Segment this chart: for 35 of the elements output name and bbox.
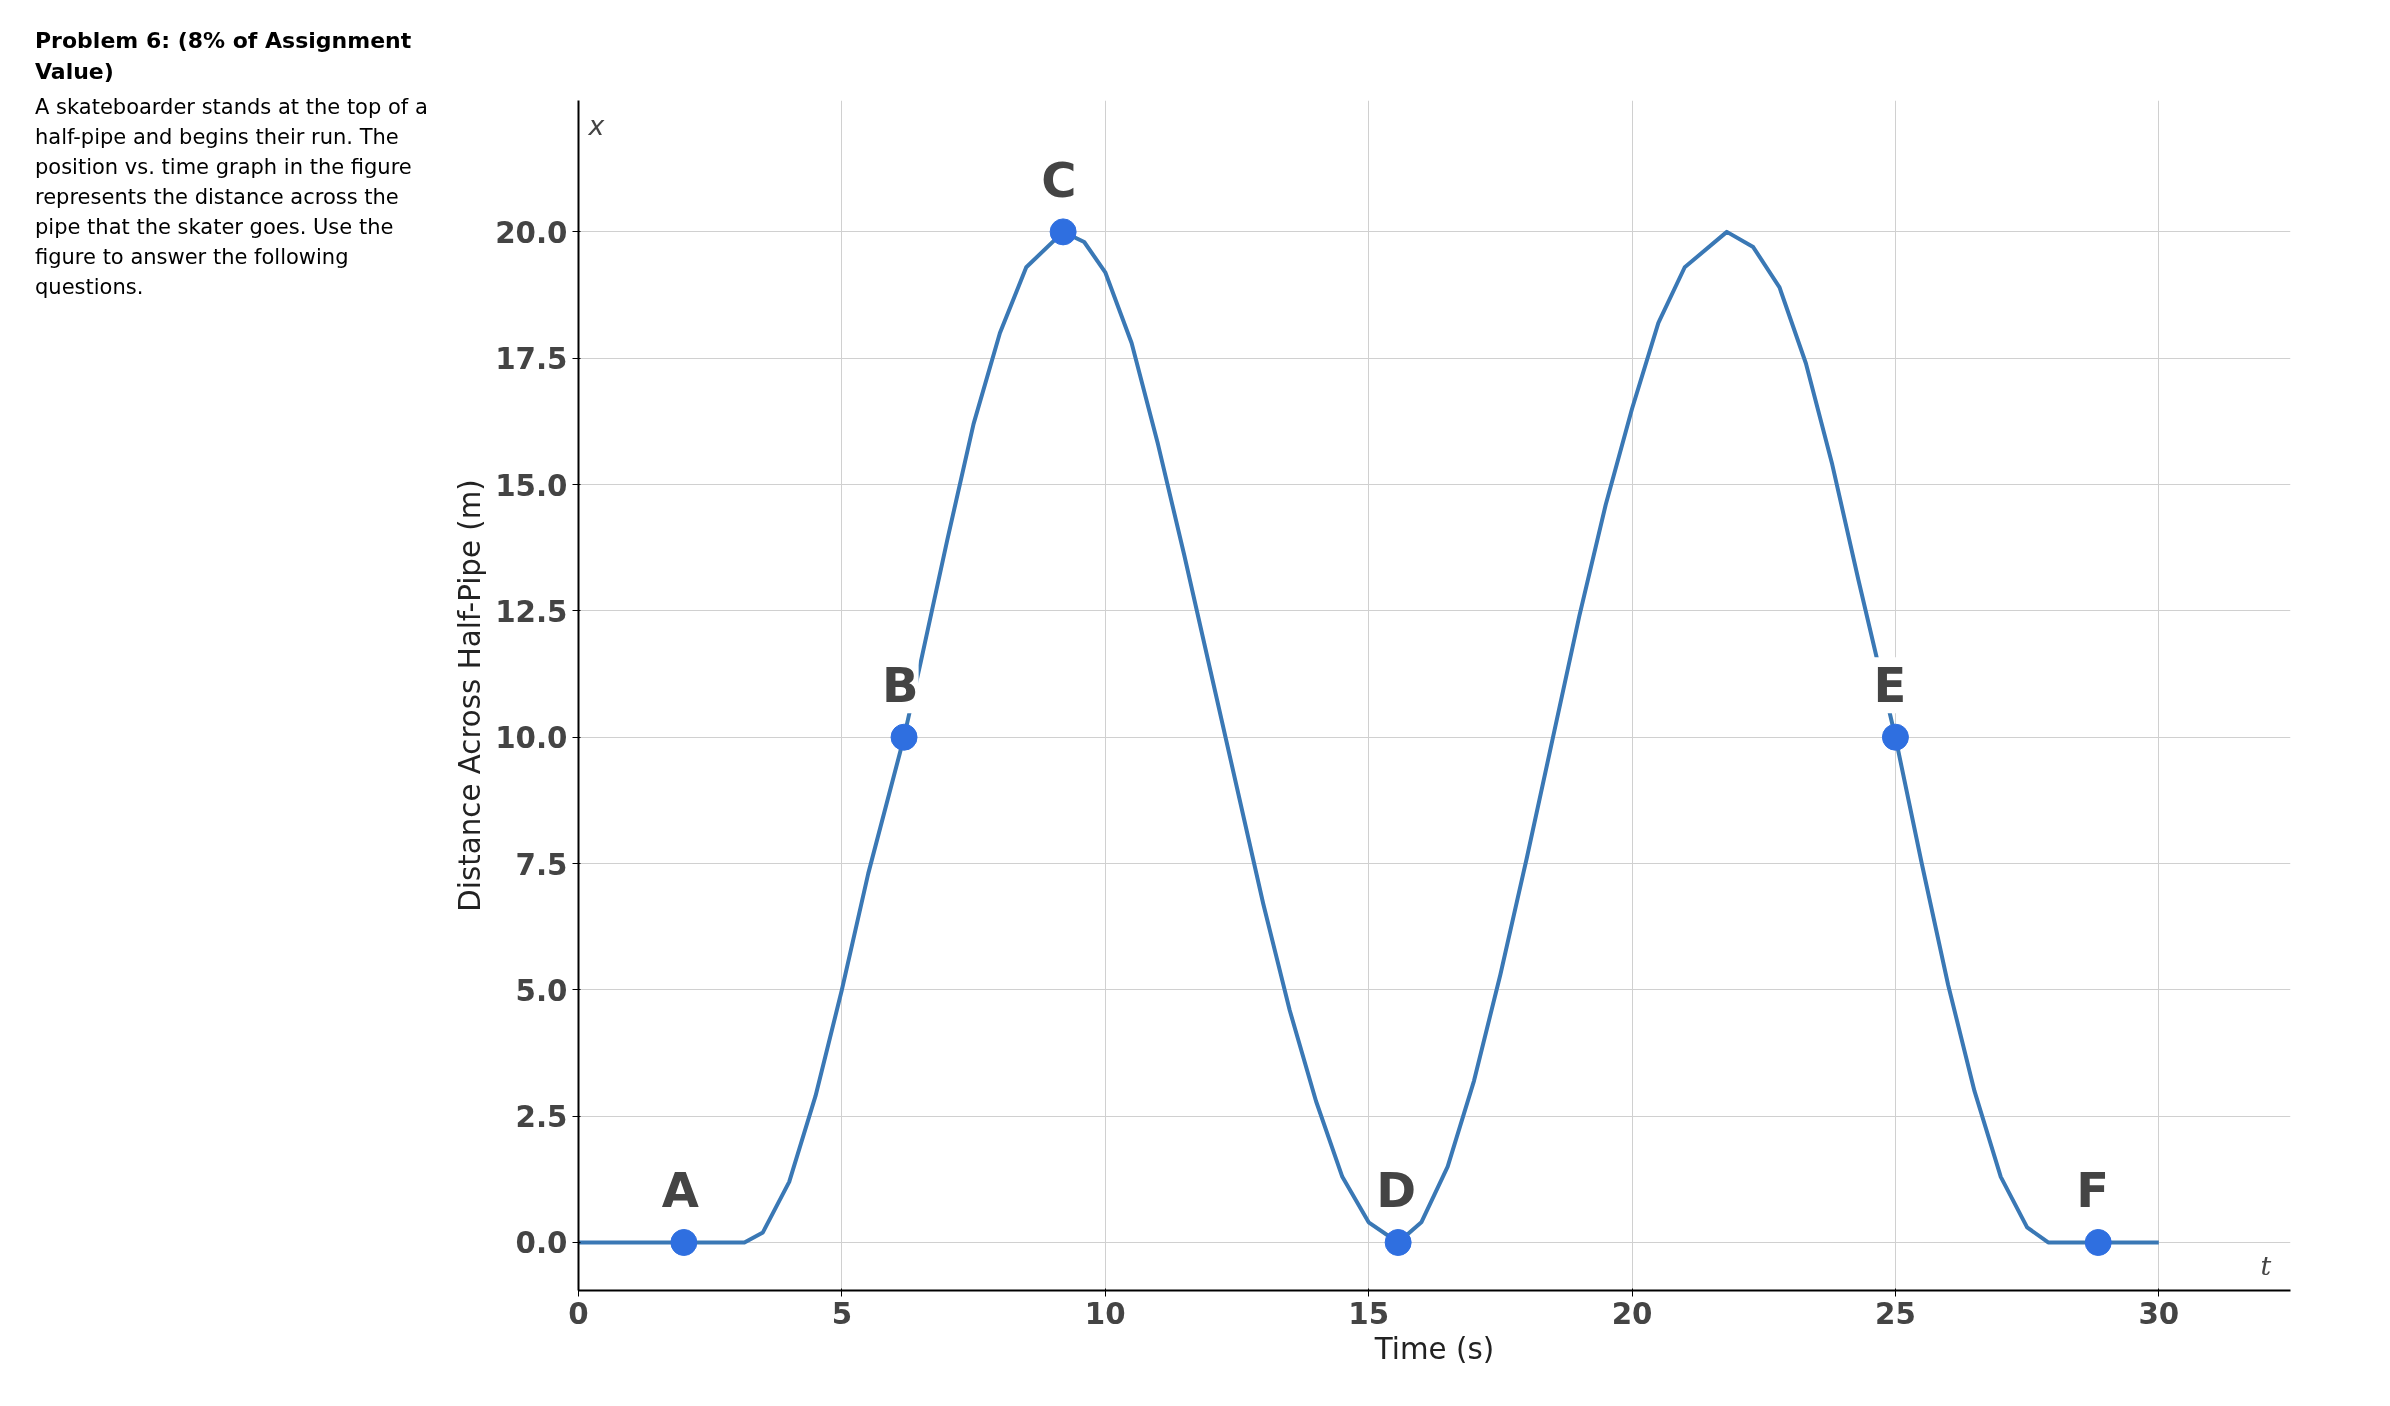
annotation: F bbox=[2076, 1162, 2110, 1219]
annotation: C bbox=[1041, 151, 1077, 208]
x-tick-label: 15 bbox=[1348, 1296, 1390, 1331]
x-axis-title: Time (s) bbox=[1373, 1331, 1495, 1366]
y-tick-label: 2.5 bbox=[515, 1100, 568, 1135]
y-tick-label: 10.0 bbox=[495, 721, 568, 756]
x-tick-label: 0 bbox=[568, 1296, 589, 1331]
text: Problem 6: (8% of Assignment Value) bbox=[35, 27, 413, 87]
point bbox=[1049, 218, 1077, 246]
annotation: A bbox=[661, 1162, 700, 1219]
annotation: x bbox=[587, 109, 605, 141]
y-tick-label: 12.5 bbox=[495, 594, 568, 629]
y-tick-label: 5.0 bbox=[515, 973, 568, 1008]
annotation: t bbox=[2260, 1249, 2272, 1281]
x-tick-label: 20 bbox=[1611, 1296, 1653, 1331]
x-tick-label: 10 bbox=[1084, 1296, 1126, 1331]
y-tick-label: 15.0 bbox=[495, 468, 568, 503]
text: A skateboarder stands at the top of a half-pipe and begins their run. The position vs. time graph in the figure represents the distance across the pipe that the skater goes. Use the figure to answer the following questions. bbox=[35, 93, 429, 301]
annotation: E bbox=[1873, 657, 1907, 714]
point bbox=[1881, 723, 1909, 751]
annotation: B bbox=[882, 657, 919, 714]
annotation: D bbox=[1376, 1162, 1416, 1219]
y-axis-title: Distance Across Half-Pipe (m) bbox=[453, 479, 488, 912]
x-tick-label: 25 bbox=[1875, 1296, 1916, 1331]
y-tick-label: 17.5 bbox=[495, 342, 568, 377]
y-tick-label: 0.0 bbox=[515, 1226, 568, 1261]
line-series bbox=[578, 229, 2161, 1245]
x-tick-label: 30 bbox=[2138, 1296, 2180, 1331]
point bbox=[1384, 1229, 1412, 1256]
x-tick-label: 5 bbox=[831, 1296, 853, 1331]
point bbox=[2084, 1229, 2112, 1256]
point bbox=[670, 1229, 698, 1256]
point bbox=[890, 723, 918, 751]
y-tick-label: 20.0 bbox=[495, 215, 568, 250]
y-tick-label: 7.5 bbox=[515, 847, 568, 882]
